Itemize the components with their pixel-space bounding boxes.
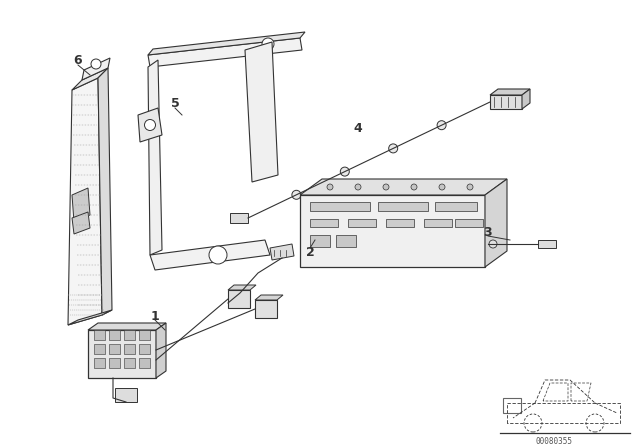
Polygon shape xyxy=(148,32,305,55)
Bar xyxy=(139,344,150,354)
Circle shape xyxy=(209,246,227,264)
Circle shape xyxy=(145,120,156,130)
Bar xyxy=(310,235,330,247)
Bar xyxy=(424,219,452,227)
Bar xyxy=(124,358,135,368)
Text: 6: 6 xyxy=(74,53,83,66)
Bar xyxy=(310,219,338,227)
Bar xyxy=(336,235,356,247)
Polygon shape xyxy=(148,60,162,255)
Polygon shape xyxy=(300,179,507,195)
Polygon shape xyxy=(72,212,90,234)
Bar xyxy=(94,330,105,340)
Circle shape xyxy=(292,190,301,199)
Text: 2: 2 xyxy=(306,246,314,258)
Bar xyxy=(124,344,135,354)
Polygon shape xyxy=(82,58,110,80)
Circle shape xyxy=(388,144,397,153)
Bar xyxy=(139,330,150,340)
Circle shape xyxy=(411,184,417,190)
Polygon shape xyxy=(68,310,112,325)
Polygon shape xyxy=(255,295,283,300)
Polygon shape xyxy=(230,213,248,223)
Polygon shape xyxy=(538,240,556,248)
Bar xyxy=(503,398,521,413)
Bar xyxy=(88,330,156,378)
Circle shape xyxy=(355,184,361,190)
Bar xyxy=(386,219,414,227)
Bar xyxy=(115,388,137,402)
Polygon shape xyxy=(490,95,522,109)
Bar xyxy=(228,290,250,308)
Text: 1: 1 xyxy=(150,310,159,323)
Circle shape xyxy=(340,167,349,176)
Bar xyxy=(124,330,135,340)
Circle shape xyxy=(327,184,333,190)
Circle shape xyxy=(262,38,274,50)
Polygon shape xyxy=(245,42,278,182)
Bar xyxy=(348,219,376,227)
Polygon shape xyxy=(270,244,294,260)
Text: 3: 3 xyxy=(484,225,492,238)
Circle shape xyxy=(467,184,473,190)
Bar xyxy=(300,195,485,267)
Bar xyxy=(310,202,370,211)
Bar xyxy=(139,358,150,368)
Polygon shape xyxy=(228,285,256,290)
Polygon shape xyxy=(98,68,112,315)
Polygon shape xyxy=(485,179,507,267)
Bar xyxy=(378,202,428,211)
Bar xyxy=(109,344,120,354)
Circle shape xyxy=(439,184,445,190)
Circle shape xyxy=(437,121,446,130)
Polygon shape xyxy=(148,38,302,67)
Circle shape xyxy=(91,59,101,69)
Text: 4: 4 xyxy=(354,121,362,134)
Bar xyxy=(435,202,477,211)
Polygon shape xyxy=(72,188,90,222)
Circle shape xyxy=(489,240,497,248)
Bar xyxy=(109,330,120,340)
Polygon shape xyxy=(150,240,270,270)
Polygon shape xyxy=(88,323,166,330)
Text: 5: 5 xyxy=(171,96,179,109)
Polygon shape xyxy=(138,108,162,142)
Polygon shape xyxy=(490,89,530,95)
Bar xyxy=(94,358,105,368)
Polygon shape xyxy=(72,68,108,90)
Bar xyxy=(255,300,277,318)
Bar xyxy=(455,219,483,227)
Bar xyxy=(94,344,105,354)
Bar xyxy=(109,358,120,368)
Text: 00080355: 00080355 xyxy=(535,437,572,446)
Polygon shape xyxy=(68,78,102,325)
Circle shape xyxy=(383,184,389,190)
Polygon shape xyxy=(156,323,166,378)
Polygon shape xyxy=(522,89,530,109)
